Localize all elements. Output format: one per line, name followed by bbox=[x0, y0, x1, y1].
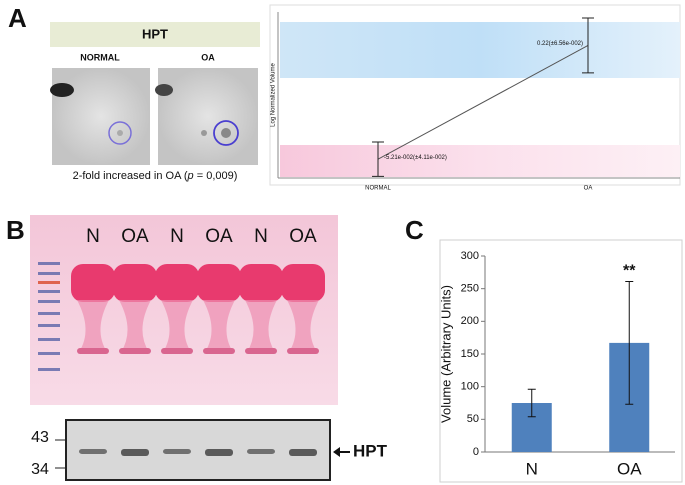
caption: 2-fold increased in OA (p = 0,009) bbox=[73, 170, 238, 182]
marker-label: 43 bbox=[31, 429, 49, 446]
arrow-head bbox=[333, 447, 340, 457]
y-tick-label: 150 bbox=[461, 348, 479, 360]
x-tick-label: OA bbox=[617, 459, 642, 478]
plot-frame bbox=[439, 239, 683, 483]
western-blot bbox=[65, 419, 331, 481]
y-tick-label: 100 bbox=[461, 381, 479, 393]
value-label: 0.22(±6.56e-002) bbox=[537, 41, 583, 47]
header-box bbox=[50, 22, 260, 47]
y-tick-label: 0 bbox=[473, 446, 479, 458]
y-axis-label: Log Normalized Volume bbox=[271, 62, 277, 126]
y-tick-label: 50 bbox=[467, 413, 479, 425]
ladder-band bbox=[38, 281, 60, 284]
gel-band bbox=[77, 348, 109, 354]
lane-label: NORMAL bbox=[80, 52, 120, 62]
gel-band bbox=[197, 264, 241, 302]
error-bar bbox=[625, 280, 634, 405]
gel-band bbox=[155, 264, 199, 302]
header: HPT bbox=[142, 26, 168, 41]
lane-label: N bbox=[86, 226, 100, 247]
lane-label: OA bbox=[201, 52, 215, 62]
value-label: -5.21e-002(±4.11e-002) bbox=[384, 155, 447, 161]
blot-oa bbox=[155, 68, 258, 165]
gel-smear bbox=[161, 300, 193, 352]
gel-smear bbox=[245, 300, 277, 352]
y-tick-label: 200 bbox=[461, 315, 479, 327]
error-bar bbox=[582, 17, 594, 74]
ladder-band bbox=[38, 290, 60, 293]
gel-band bbox=[281, 264, 325, 302]
ladder-band bbox=[38, 300, 60, 303]
gel-lanes bbox=[71, 264, 325, 354]
gel-band bbox=[119, 348, 151, 354]
y-axis-label: Volume (Arbitrary Units) bbox=[438, 285, 453, 423]
ladder-band bbox=[38, 262, 60, 265]
gel-band bbox=[239, 264, 283, 302]
lane-label: N bbox=[254, 226, 268, 247]
ladder bbox=[38, 262, 60, 371]
x-tick-label: NORMAL bbox=[365, 186, 391, 192]
annotation: ** bbox=[623, 263, 636, 280]
band bbox=[280, 145, 680, 177]
ladder-band bbox=[38, 312, 60, 315]
panel-label: A bbox=[8, 3, 27, 33]
lane-label: OA bbox=[289, 226, 317, 247]
gel-smear bbox=[203, 300, 235, 352]
gel-band bbox=[161, 348, 193, 354]
x-tick-label: N bbox=[526, 459, 538, 478]
y-tick-label: 300 bbox=[461, 250, 479, 262]
band-label: HPT bbox=[353, 441, 388, 460]
ladder-band bbox=[38, 338, 60, 341]
wb-band bbox=[205, 449, 233, 456]
error-bar bbox=[527, 388, 536, 418]
marker-label: 34 bbox=[31, 461, 49, 478]
y-tick-label: 250 bbox=[461, 283, 479, 295]
gel-band bbox=[71, 264, 115, 302]
gel-smear bbox=[77, 300, 109, 352]
ladder-band bbox=[38, 272, 60, 275]
panel-label: B bbox=[6, 215, 25, 245]
ladder-band bbox=[38, 352, 60, 355]
ladder-band bbox=[38, 368, 60, 371]
lane-label: OA bbox=[205, 226, 233, 247]
lane-label: N bbox=[170, 226, 184, 247]
panel-label: C bbox=[405, 215, 424, 245]
blot-normal bbox=[50, 68, 150, 165]
gel-band bbox=[245, 348, 277, 354]
wb-band bbox=[289, 449, 317, 456]
gel-smear bbox=[119, 300, 151, 352]
ladder-band bbox=[38, 324, 60, 327]
band bbox=[280, 22, 680, 78]
lane-label: OA bbox=[121, 226, 149, 247]
gel-band bbox=[113, 264, 157, 302]
wb-band bbox=[79, 449, 107, 454]
wb-band bbox=[247, 449, 275, 454]
gel-band bbox=[203, 348, 235, 354]
wb-band bbox=[121, 449, 149, 456]
gel-band bbox=[287, 348, 319, 354]
wb-band bbox=[163, 449, 191, 454]
x-tick-label: OA bbox=[584, 186, 593, 192]
error-bar bbox=[372, 141, 384, 177]
line bbox=[377, 45, 589, 160]
gel-smear bbox=[287, 300, 319, 352]
